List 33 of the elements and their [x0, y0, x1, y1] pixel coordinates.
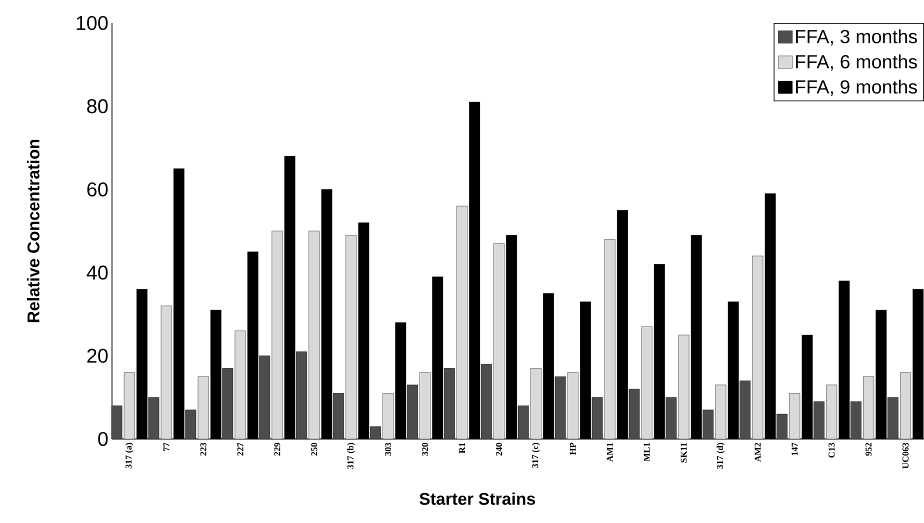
- y-tick-label: 100: [76, 16, 108, 30]
- x-tick-label: 317 (c): [532, 442, 540, 468]
- x-tick-label: 77: [163, 442, 170, 451]
- x-tick-label: AM2: [754, 442, 761, 462]
- x-tick-label: 250: [311, 442, 318, 456]
- x-tick-label: 317 (a): [125, 442, 134, 468]
- x-tick-label: R1: [459, 442, 465, 454]
- x-tick-label: 952: [866, 442, 872, 456]
- x-tick-label: SK11: [680, 442, 687, 462]
- y-tick-label: 20: [87, 348, 108, 363]
- y-tick-label: 0: [98, 432, 108, 446]
- x-tick-label: 147: [792, 442, 798, 456]
- y-tick-label: 40: [86, 266, 108, 280]
- y-tick-label: 60: [87, 182, 108, 196]
- x-tick-label: UC063: [902, 442, 909, 469]
- x-axis-title: Starter Strains: [420, 492, 536, 505]
- x-tick-label: C13: [828, 442, 835, 458]
- x-tick-label: 223: [200, 442, 206, 456]
- x-tick-label: 317 (b): [347, 442, 356, 469]
- x-tick-label: 317 (d): [716, 442, 725, 469]
- x-tick-label: 229: [274, 442, 280, 456]
- x-tick-label: 320: [422, 442, 428, 456]
- x-tick-label: 303: [385, 442, 392, 456]
- x-tick-label: ML1: [644, 442, 650, 462]
- legend-label: FFA, 9 months: [796, 80, 917, 96]
- x-tick-label: AM1: [606, 442, 613, 462]
- x-tick-label: 227: [237, 442, 244, 456]
- y-axis-title: Relative Concentration: [27, 140, 40, 322]
- y-tick-label: 80: [87, 99, 108, 114]
- legend-label: FFA, 3 months: [796, 29, 917, 46]
- x-tick-label: HP: [570, 442, 576, 455]
- x-tick-label: 240: [496, 442, 502, 456]
- legend-label: FFA, 6 months: [796, 54, 917, 71]
